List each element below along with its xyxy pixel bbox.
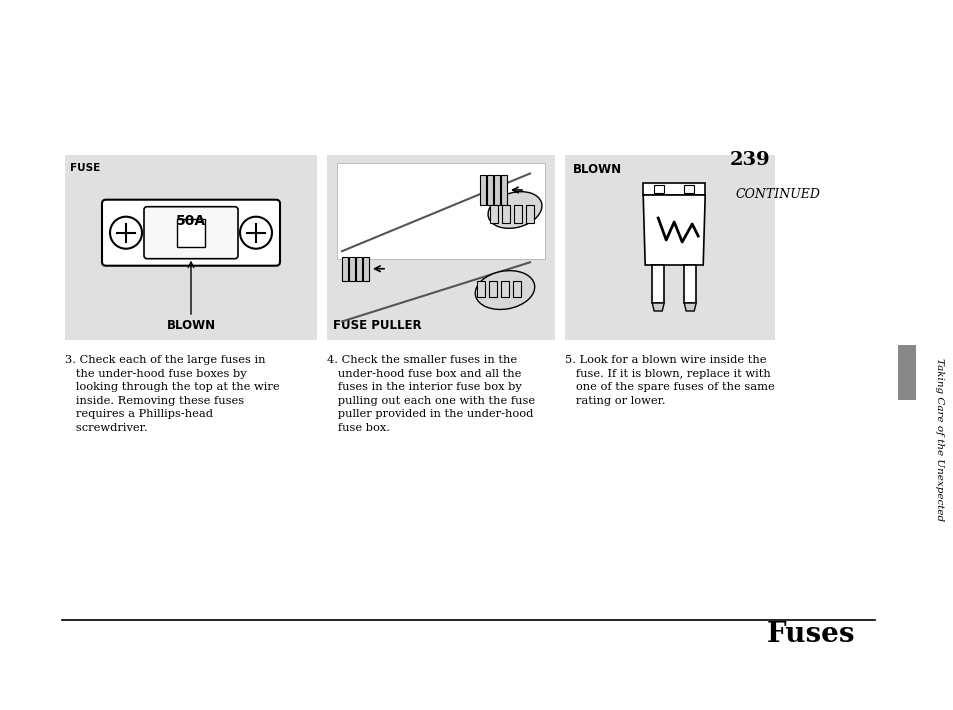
Bar [65, 155, 316, 340]
Bar [355, 257, 361, 280]
Bar [683, 185, 694, 193]
Text: 4. Check the smaller fuses in the
   under-hood fuse box and all the
   fuses in: 4. Check the smaller fuses in the under-… [327, 355, 535, 433]
Bar [501, 205, 510, 223]
Bar [652, 265, 663, 303]
Bar [500, 280, 509, 297]
FancyBboxPatch shape [144, 207, 237, 258]
Polygon shape [652, 303, 663, 311]
Polygon shape [642, 195, 704, 265]
Ellipse shape [475, 271, 535, 310]
Bar [654, 185, 663, 193]
Bar [336, 163, 544, 259]
Text: BLOWN: BLOWN [573, 163, 621, 176]
Circle shape [110, 217, 142, 248]
Bar [490, 205, 497, 223]
Bar [494, 175, 499, 205]
Bar [500, 175, 506, 205]
Bar [564, 155, 774, 340]
Bar [476, 280, 484, 297]
Text: Taking Care of the Unexpected: Taking Care of the Unexpected [935, 359, 943, 522]
Bar [177, 219, 205, 246]
Bar [642, 183, 704, 195]
Text: FUSE PULLER: FUSE PULLER [333, 319, 421, 332]
Text: 5. Look for a blown wire inside the
   fuse. If it is blown, replace it with
   : 5. Look for a blown wire inside the fuse… [564, 355, 774, 406]
Bar [525, 205, 534, 223]
FancyBboxPatch shape [102, 200, 280, 266]
Bar [341, 257, 348, 280]
Bar [486, 175, 493, 205]
Text: 239: 239 [729, 151, 769, 169]
Ellipse shape [488, 192, 541, 229]
Text: BLOWN: BLOWN [166, 319, 215, 332]
Bar [513, 280, 520, 297]
Bar [327, 155, 555, 340]
Text: 50A: 50A [175, 214, 206, 228]
Text: Fuses: Fuses [765, 621, 854, 648]
Circle shape [240, 217, 272, 248]
Bar [363, 257, 369, 280]
Text: CONTINUED: CONTINUED [735, 188, 820, 202]
Polygon shape [683, 303, 696, 311]
Bar [489, 280, 497, 297]
Bar [349, 257, 355, 280]
Bar [683, 265, 696, 303]
Bar [514, 205, 521, 223]
Text: FUSE: FUSE [70, 163, 100, 173]
Text: 3. Check each of the large fuses in
   the under-hood fuse boxes by
   looking t: 3. Check each of the large fuses in the … [65, 355, 279, 433]
Bar [479, 175, 485, 205]
Bar [897, 345, 915, 400]
